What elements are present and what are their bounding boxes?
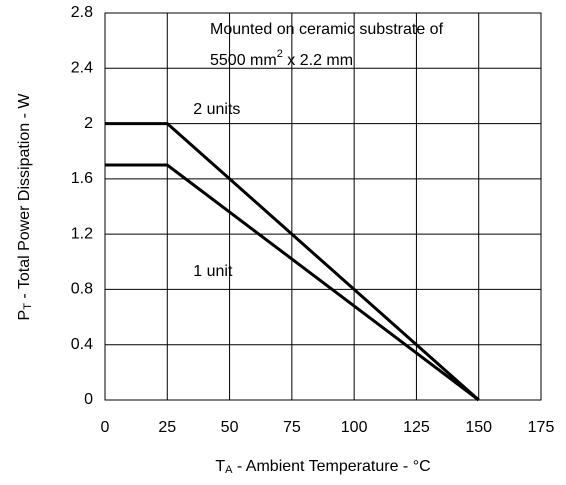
y-tick-label: 2.8 xyxy=(71,4,93,21)
y-tick-label: 0 xyxy=(84,391,93,408)
series-label: 2 units xyxy=(193,101,240,118)
series-line xyxy=(105,122,480,402)
x-axis-label: TA - Ambient Temperature - °C xyxy=(215,458,430,476)
y-tick-label: 1.6 xyxy=(71,170,93,187)
y-tick-label: 0.8 xyxy=(71,281,93,298)
series-label: 1 unit xyxy=(193,263,233,280)
annotation: 5500 mm2 x 2.2 mm xyxy=(210,48,353,69)
x-tick-label: 0 xyxy=(101,419,110,436)
y-tick-label: 1.2 xyxy=(71,225,93,242)
annotation-part: x 2.2 mm xyxy=(283,52,353,69)
x-tick-label: 25 xyxy=(158,419,176,436)
x-tick-label: 125 xyxy=(403,419,430,436)
y-tick-label: 2 xyxy=(84,115,93,132)
y-label-part: P xyxy=(16,310,33,321)
annotation: Mounted on ceramic substrate of xyxy=(210,21,444,38)
x-tick-label: 50 xyxy=(221,419,239,436)
y-label-sub: T xyxy=(22,303,34,310)
x-label-part: T xyxy=(215,458,225,475)
annotation-part: 5500 mm xyxy=(210,52,277,69)
x-tick-label: 175 xyxy=(528,419,555,436)
x-tick-label: 100 xyxy=(341,419,368,436)
x-label-part: - Ambient Temperature - °C xyxy=(232,458,430,475)
x-tick-label: 150 xyxy=(465,419,492,436)
y-tick-label: 0.4 xyxy=(71,336,93,353)
x-label-sub: A xyxy=(225,464,233,476)
x-tick-label: 75 xyxy=(283,419,301,436)
plot-frame xyxy=(104,12,542,401)
annotation-sup: 2 xyxy=(277,48,283,60)
y-label-part: - Total Power Dissipation - W xyxy=(16,93,33,303)
y-axis-label: PT - Total Power Dissipation - W xyxy=(16,93,34,321)
y-tick-label: 2.4 xyxy=(71,60,93,77)
series-line xyxy=(105,163,480,402)
